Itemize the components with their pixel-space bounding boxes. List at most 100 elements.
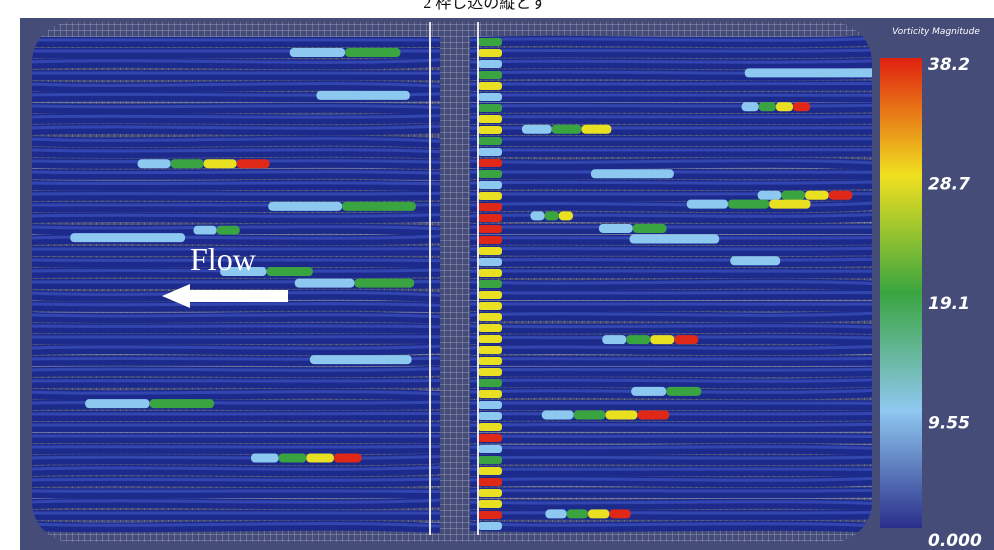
streamline-shine [469, 445, 872, 451]
streamline-shine [469, 377, 872, 383]
streamline [469, 366, 872, 378]
streamline [469, 256, 872, 268]
streamline-shine [32, 137, 441, 143]
vortex-segment [775, 102, 794, 112]
vortex-segment [170, 159, 204, 169]
streamline-shine [469, 36, 872, 42]
streamline [32, 399, 441, 411]
gap-vortex [478, 181, 502, 189]
streamline [32, 520, 441, 534]
streamline-shine [469, 212, 872, 218]
streamline [469, 343, 872, 356]
streamline-shine [32, 148, 441, 154]
streamline-shine [469, 422, 872, 427]
streamline-shine [469, 488, 872, 493]
gap-vortex [478, 346, 502, 354]
streamline-shine [469, 476, 872, 482]
streamline [32, 80, 441, 94]
streamline [469, 113, 872, 125]
streamline [32, 464, 441, 477]
vortex-segment [294, 278, 355, 288]
colorbar [880, 58, 922, 528]
vortex-segment [632, 223, 667, 233]
vortex-segment [828, 190, 853, 200]
vortex-segment [741, 102, 759, 112]
streamline [32, 135, 441, 149]
gap-vortex [478, 489, 502, 497]
vortex-segment [629, 234, 720, 244]
streamline-shine [469, 522, 872, 528]
vortex-segment [521, 124, 552, 134]
vortex-segment [541, 410, 574, 420]
vortex-segment [149, 399, 215, 409]
vortex-segment [250, 453, 279, 463]
streamline [32, 56, 441, 70]
vortex-segment [781, 190, 806, 200]
vortex-segment [137, 159, 171, 169]
gap-vortex [478, 192, 502, 200]
vortex-segment [626, 335, 651, 345]
streamline [32, 388, 441, 401]
gap-vortex [478, 368, 502, 376]
gap-vortex [478, 291, 502, 299]
vortex-segment [598, 223, 633, 233]
vortex-segment [220, 267, 267, 277]
colorbar-label: 9.55 [928, 414, 970, 434]
vortex-segment [744, 68, 872, 78]
caption: 2 枠し込の縦とす [423, 0, 547, 12]
gap-vortex [478, 115, 502, 123]
streamline-shine [32, 498, 441, 504]
vortex-segment [530, 211, 545, 221]
streamline [469, 421, 872, 433]
streamline-shine [32, 344, 441, 350]
streamline-shine [469, 500, 872, 506]
streamline [469, 432, 872, 444]
vortex-segment [278, 453, 307, 463]
gap-vortex [478, 467, 502, 475]
vortex-segment [558, 211, 573, 221]
streamline-shine [32, 324, 441, 329]
streamline-shine [32, 412, 441, 416]
vortex-segment [354, 278, 415, 288]
gap-vortex [478, 357, 502, 365]
gap-vortex [478, 511, 502, 519]
streamline-shine [469, 257, 872, 262]
streamline-shine [469, 510, 872, 515]
vortex-segment [289, 48, 346, 58]
gap-vortex [478, 313, 502, 321]
vortex-segment [758, 102, 776, 112]
streamline [469, 520, 872, 533]
streamline-shine [469, 367, 872, 372]
gap-vortex [478, 302, 502, 310]
gap-vortex [478, 324, 502, 332]
streamline [32, 190, 441, 202]
streamline [469, 211, 872, 224]
vortex-segment [216, 225, 240, 235]
gap-vortex [478, 38, 502, 46]
streamline-shine [32, 465, 441, 471]
streamline-shine [32, 258, 441, 263]
streamline [32, 112, 441, 125]
streamline [32, 168, 441, 181]
streamline [469, 322, 872, 335]
streamline-shine [32, 489, 441, 494]
gap-vortex [478, 401, 502, 409]
colorbar-label: 38.2 [928, 55, 970, 75]
streamline [32, 377, 441, 389]
vortex-segment [203, 159, 237, 169]
streamline-shine [32, 400, 441, 405]
streamline-shine [469, 103, 872, 108]
streamline-shine [32, 82, 441, 88]
flow-label: Flow [190, 241, 256, 277]
vortex-segment [309, 355, 412, 365]
vortex-segment [581, 124, 612, 134]
vortex-segment [545, 509, 567, 519]
vortex-segment [268, 201, 343, 211]
vortex-segment [666, 386, 702, 396]
streamline [469, 376, 872, 389]
streamline [469, 410, 872, 422]
streamline [469, 57, 872, 70]
streamline [32, 322, 441, 334]
streamline [32, 410, 441, 422]
vortex-segment [609, 509, 631, 519]
